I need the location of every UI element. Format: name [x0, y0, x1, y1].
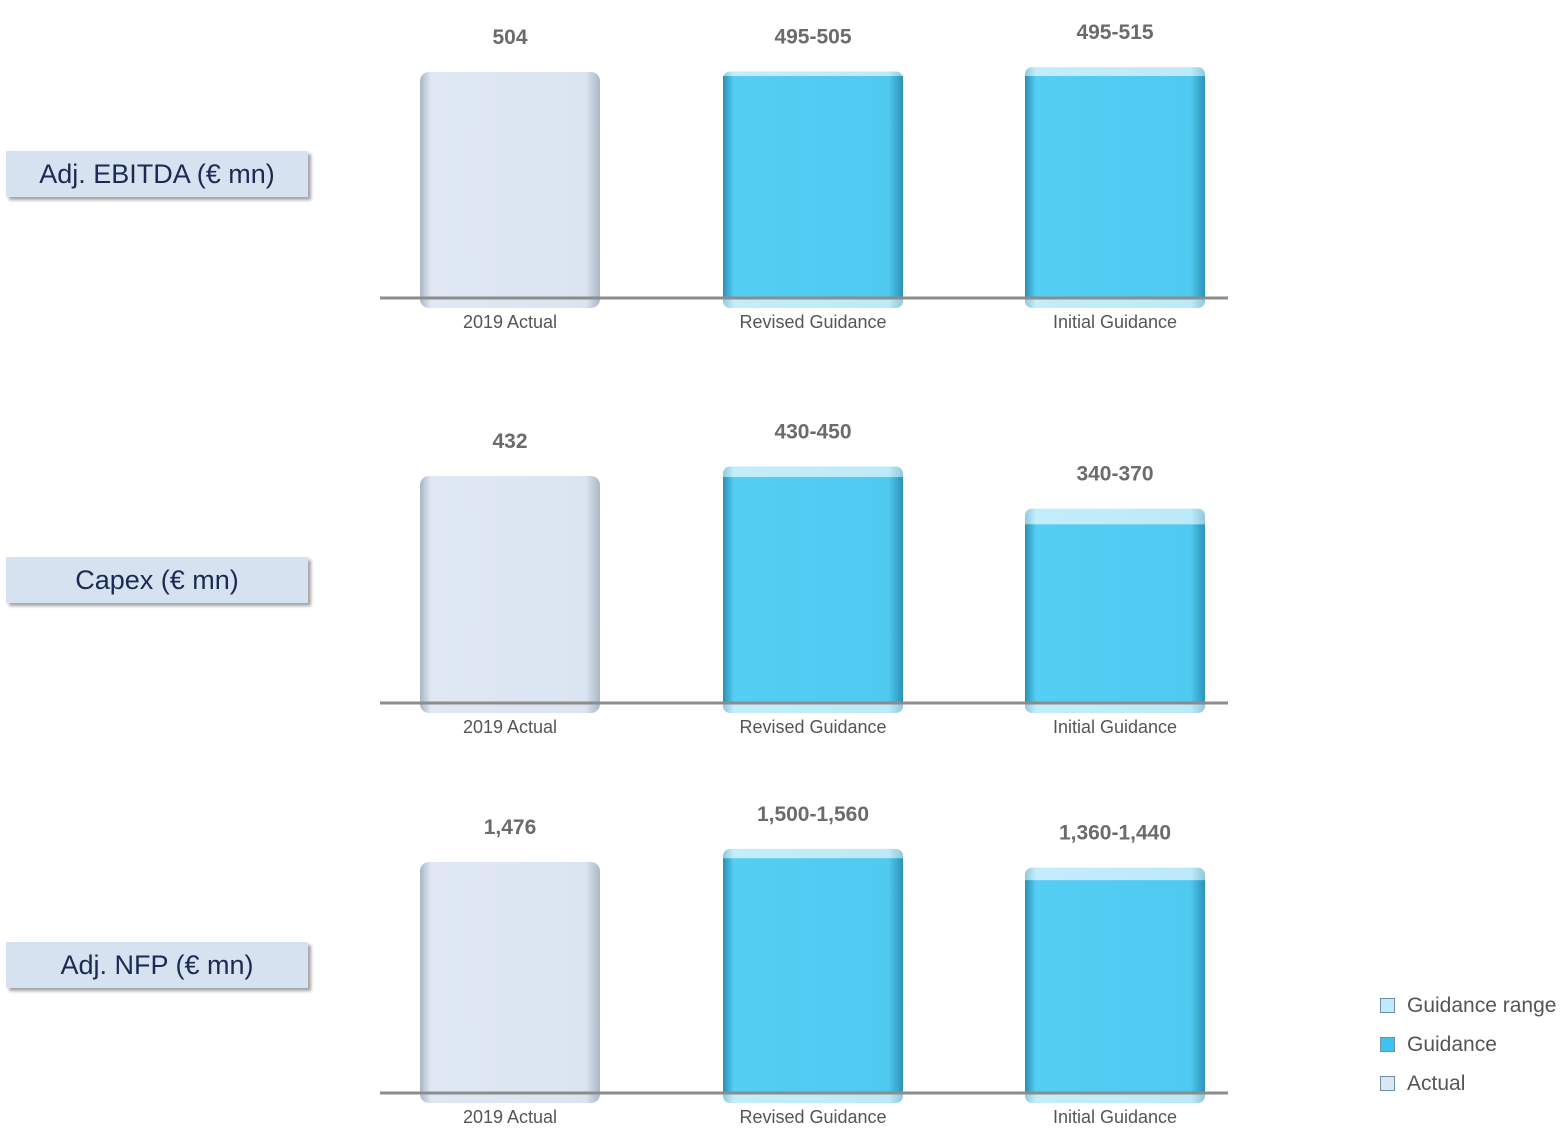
capex-panel-title: Capex (€ mn) — [6, 557, 308, 603]
ebitda-initial-guidance-category-label: Initial Guidance — [1053, 312, 1177, 332]
capex-revised-guidance-category-label: Revised Guidance — [739, 717, 886, 737]
capex-actual-2019-category-label: 2019 Actual — [463, 717, 557, 737]
nfp-initial-guidance-category-label: Initial Guidance — [1053, 1107, 1177, 1127]
ebitda-initial-guidance-value-label: 495-515 — [1076, 21, 1153, 44]
capex-initial-guidance-value-label: 340-370 — [1076, 463, 1153, 486]
nfp-revised-guidance-category-label: Revised Guidance — [739, 1107, 886, 1127]
legend-item-guidance-range: Guidance range — [1380, 986, 1556, 1025]
ebitda-actual-2019-value-label: 504 — [492, 26, 527, 49]
legend-label-actual: Actual — [1407, 1071, 1466, 1095]
nfp-actual-2019-category-label: 2019 Actual — [463, 1107, 557, 1127]
ebitda-actual-2019-actual-bar — [420, 72, 600, 308]
nfp-initial-guidance-guidance-bar — [1025, 880, 1205, 1093]
capex-actual-2019-value-label: 432 — [492, 430, 527, 453]
guidance-swatch — [1380, 1037, 1395, 1052]
legend-label-guidance-range: Guidance range — [1407, 993, 1557, 1017]
ebitda-actual-2019-category-label: 2019 Actual — [463, 312, 557, 332]
actual-swatch — [1380, 1076, 1395, 1091]
ebitda-chart: 504 2019 Actual 495-505 Revised Guidance 495… — [380, 21, 1228, 332]
ebitda-revised-guidance-category-label: Revised Guidance — [739, 312, 886, 332]
ebitda-revised-guidance-value-label: 495-505 — [774, 26, 851, 49]
legend: Guidance range Guidance Actual — [1380, 986, 1556, 1103]
legend-item-guidance: Guidance — [1380, 1025, 1556, 1064]
legend-label-guidance: Guidance — [1407, 1032, 1497, 1056]
guidance-range-swatch — [1380, 998, 1395, 1013]
capex-initial-guidance-category-label: Initial Guidance — [1053, 717, 1177, 737]
nfp-chart: 1,476 2019 Actual 1,500-1,560 Revised Guida… — [380, 803, 1228, 1127]
nfp-revised-guidance-value-label: 1,500-1,560 — [757, 803, 869, 826]
capex-revised-guidance-guidance-bar — [723, 477, 903, 703]
capex-chart: 432 2019 Actual 430-450 Revised Guidance 340… — [380, 421, 1228, 737]
legend-item-actual: Actual — [1380, 1064, 1556, 1103]
capex-revised-guidance-value-label: 430-450 — [774, 421, 851, 444]
ebitda-panel-title: Adj. EBITDA (€ mn) — [6, 151, 308, 197]
nfp-revised-guidance-guidance-bar — [723, 858, 903, 1093]
capex-initial-guidance-guidance-bar — [1025, 524, 1205, 703]
ebitda-revised-guidance-guidance-bar — [723, 76, 903, 299]
nfp-actual-2019-actual-bar — [420, 862, 600, 1103]
nfp-panel-title: Adj. NFP (€ mn) — [6, 942, 308, 988]
nfp-initial-guidance-value-label: 1,360-1,440 — [1059, 822, 1171, 845]
nfp-actual-2019-value-label: 1,476 — [484, 816, 537, 839]
capex-actual-2019-actual-bar — [420, 476, 600, 713]
ebitda-initial-guidance-guidance-bar — [1025, 76, 1205, 299]
